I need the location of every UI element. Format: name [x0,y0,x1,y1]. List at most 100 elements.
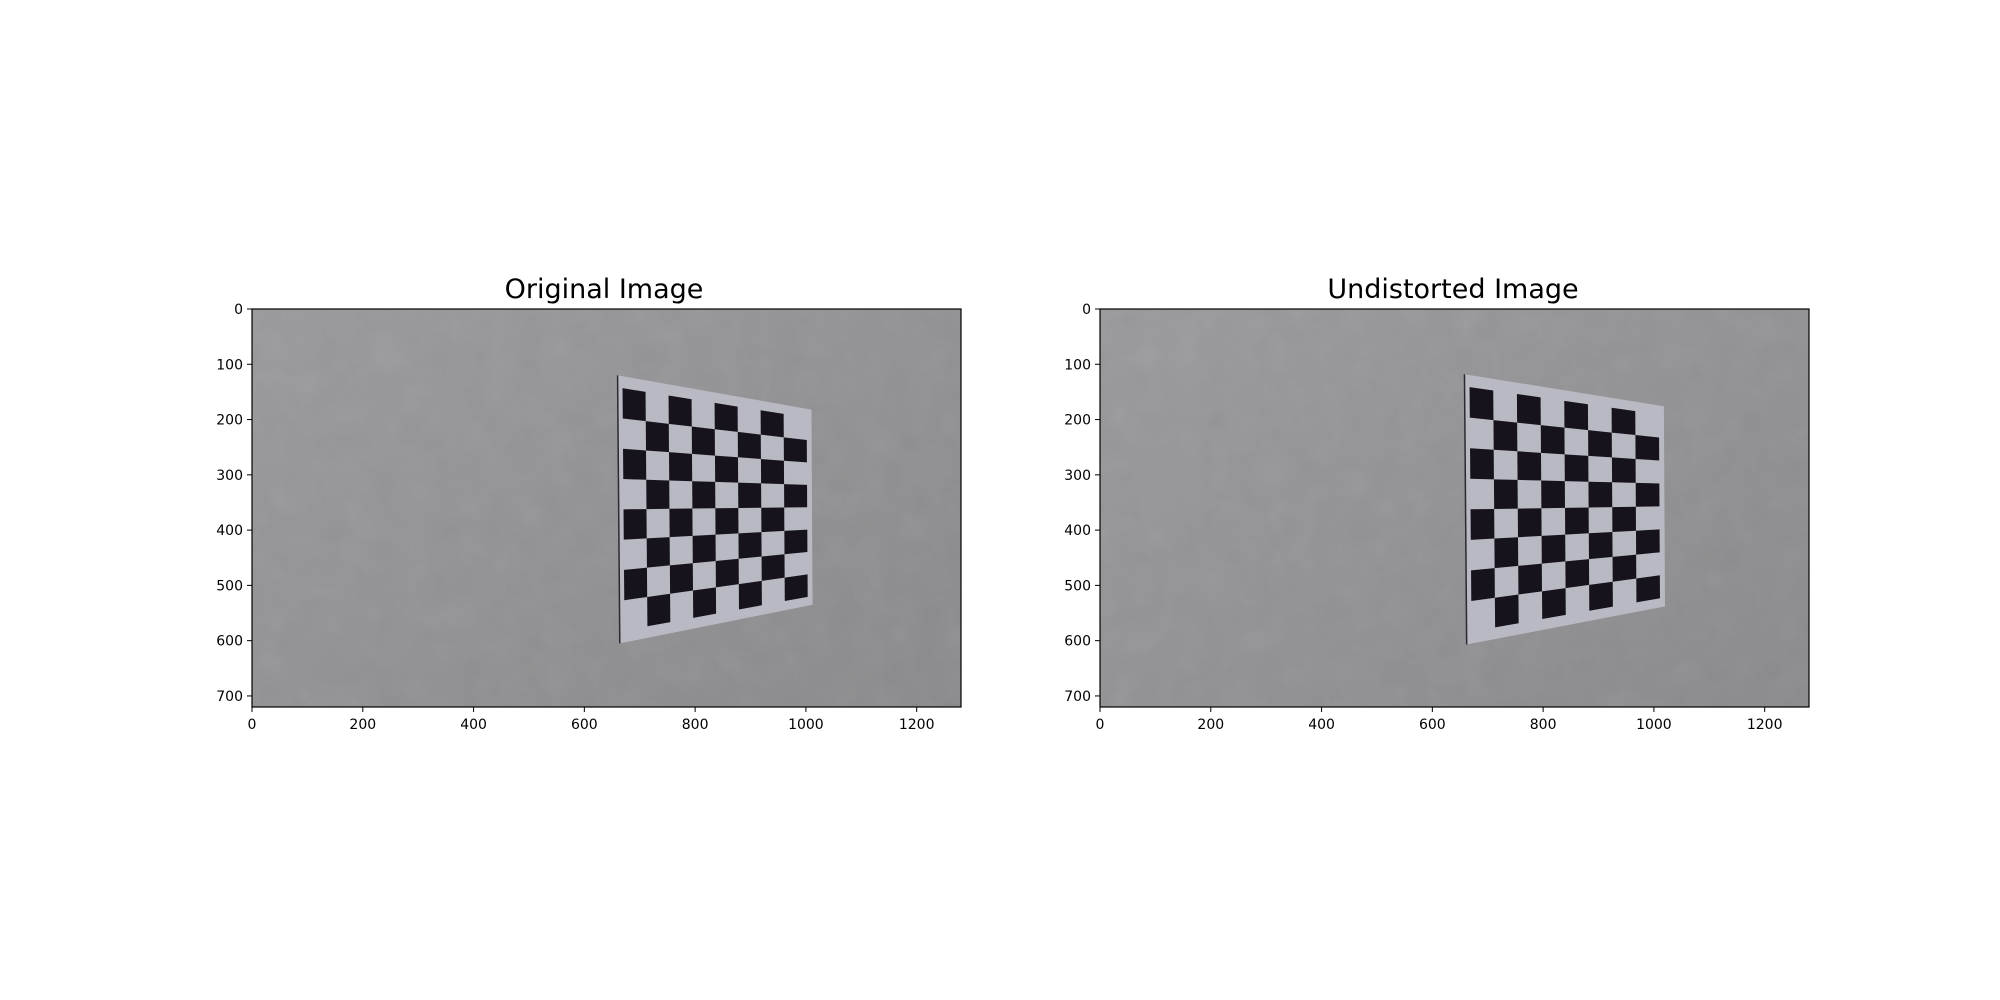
checkerboard-edge [1463,374,1468,645]
checker-square [692,534,716,564]
checker-square [1494,537,1519,569]
checker-square [624,567,648,601]
checker-square [1493,479,1518,509]
checker-square [1542,588,1566,620]
y-tick-label: 200 [216,413,243,429]
panel-original: Original Image 0 200 400 600 800 1000 1200 0 10… [216,274,962,733]
y-axis: 0 100 200 300 400 500 600 700 [1064,302,1100,705]
y-tick-label: 100 [216,357,243,373]
checker-square [692,587,717,618]
checker-square [714,402,738,432]
checker-square [647,593,671,627]
image-undistorted [1100,309,1809,707]
checker-square [1612,506,1636,532]
checker-square [669,563,693,594]
checker-square [784,529,808,555]
y-tick-label: 500 [216,578,243,594]
x-tick-label: 1200 [1747,717,1783,733]
x-tick-label: 800 [1530,717,1557,733]
checker-square [1636,575,1660,603]
checker-square [1540,425,1565,455]
x-tick-label: 1200 [899,717,935,733]
checker-square [1470,448,1494,480]
checker-square [1611,457,1636,483]
checker-square [1564,454,1589,482]
checker-square [645,421,669,453]
checker-square [715,508,739,535]
x-tick-label: 1000 [1636,717,1672,733]
x-tick-label: 0 [1096,717,1105,733]
checker-square [761,554,785,581]
checker-square [761,507,785,533]
checker-square [1565,559,1590,589]
checkerboard-edge [616,375,621,644]
checker-square [669,508,693,538]
x-tick-label: 400 [1308,717,1335,733]
checker-square [760,459,785,485]
checker-square [783,437,807,463]
checker-square [784,484,808,508]
y-tick-label: 300 [216,468,243,484]
checker-square [1589,581,1613,611]
x-tick-label: 600 [1419,717,1446,733]
checker-square [1516,393,1541,426]
y-tick-label: 600 [1064,634,1091,650]
x-tick-label: 600 [571,717,598,733]
checker-square [668,395,692,427]
checker-square [622,388,646,422]
checker-square [760,410,784,438]
checker-square [1635,482,1660,507]
checker-square [1635,529,1660,555]
wall-texture [252,309,961,707]
y-tick-label: 300 [1064,468,1091,484]
checker-square [714,455,739,483]
y-tick-label: 400 [1064,523,1091,539]
panel-title-original: Original Image [505,274,704,305]
checker-square [1564,400,1589,431]
checker-square [1541,534,1566,564]
checker-square [737,431,761,460]
checker-square [1612,554,1637,582]
axes-frame [251,308,962,708]
x-axis: 0 200 400 600 800 1000 1200 [1096,707,1783,733]
x-tick-label: 400 [460,717,487,733]
axes-frame [1099,308,1810,708]
panel-title-undistorted: Undistorted Image [1327,274,1578,305]
image-original [252,309,961,707]
checker-square [715,558,739,588]
checker-square [1517,508,1542,538]
checker-square [692,481,716,509]
checker-square [1469,387,1494,421]
checker-square [623,448,647,480]
y-tick-label: 700 [1064,689,1091,705]
y-tick-label: 500 [1064,578,1091,594]
x-tick-label: 200 [349,717,376,733]
checker-square [691,426,715,456]
checker-square [1588,531,1613,560]
checker-square [784,574,808,602]
y-tick-label: 0 [1082,302,1091,318]
checker-square [1494,594,1519,628]
y-tick-label: 100 [1064,357,1091,373]
checker-square [1588,430,1612,458]
x-tick-label: 200 [1197,717,1224,733]
wall-texture [1100,309,1809,707]
checker-square [1611,407,1636,436]
checker-square [623,509,647,540]
x-tick-label: 1000 [788,717,824,733]
checker-square [1517,451,1542,481]
y-axis: 0 100 200 300 400 500 600 700 [216,302,252,705]
checker-square [738,580,762,610]
checker-square [738,532,762,559]
checker-square [1493,420,1518,452]
checker-square [668,452,693,482]
y-tick-label: 600 [216,634,243,650]
checker-square [1588,481,1613,508]
y-tick-label: 0 [234,302,243,318]
checker-square [1518,563,1543,595]
y-tick-label: 400 [216,523,243,539]
x-tick-label: 0 [248,717,257,733]
panel-undistorted: Undistorted Image 0 200 400 600 800 1000 1200 … [1064,274,1810,733]
checker-square [646,479,670,510]
